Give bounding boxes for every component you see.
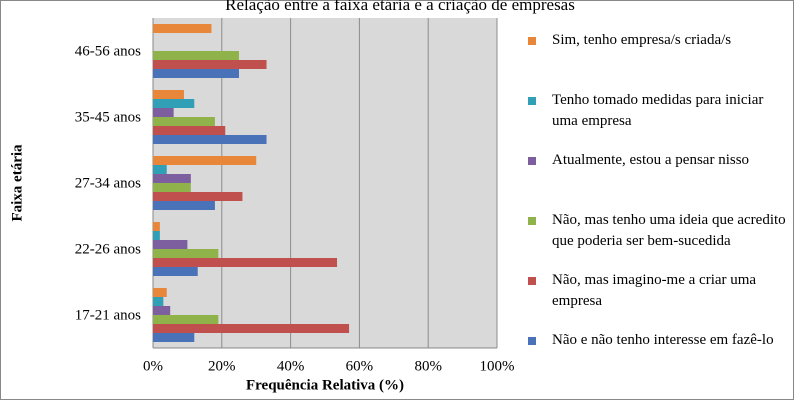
bar [153, 69, 239, 78]
bar [153, 90, 184, 99]
legend-label: Não, mas tenho uma ideia que acredito qu… [552, 212, 786, 249]
bar [153, 165, 167, 174]
bar [153, 24, 212, 33]
x-tick-label: 0% [143, 358, 163, 374]
bar [153, 183, 191, 192]
bar [153, 135, 267, 144]
legend-item: Sim, tenho empresa/s criada/s [524, 30, 786, 90]
legend-item: Tenho tomado medidas para iniciar uma em… [524, 90, 786, 150]
legend-label: Tenho tomado medidas para iniciar uma em… [552, 92, 764, 129]
bar [153, 126, 226, 135]
y-axis-label: Faixa etária [9, 144, 25, 222]
legend-item: Não, mas tenho uma ideia que acredito qu… [524, 210, 786, 270]
legend-label: Atualmente, estou a pensar nisso [552, 152, 750, 168]
legend-label: Não, mas imagino-me a criar uma empresa [552, 272, 757, 309]
y-tick-label: 46-56 anos [75, 43, 141, 59]
bar [153, 222, 160, 231]
x-axis-label: Frequência Relativa (%) [246, 377, 404, 393]
bar [153, 117, 215, 126]
y-tick-label: 17-21 anos [75, 307, 141, 323]
legend: Sim, tenho empresa/s criada/s Tenho tomad… [524, 30, 786, 390]
legend-swatch [528, 157, 536, 165]
legend-swatch [528, 217, 536, 225]
legend-swatch [528, 97, 536, 105]
chart-title: Relação entre a faixa etária e a criação… [225, 0, 575, 14]
y-tick-label: 35-45 anos [75, 109, 141, 125]
legend-swatch [528, 37, 536, 45]
bar [153, 99, 195, 108]
bar [153, 306, 171, 315]
x-tick-label: 60% [346, 358, 374, 374]
x-tick-label: 100% [480, 358, 515, 374]
legend-item: Não e não tenho interesse em fazê-lo [524, 330, 786, 390]
bar [153, 192, 243, 201]
y-tick-label: 27-34 anos [75, 175, 141, 191]
bar [153, 333, 195, 342]
bar [153, 156, 257, 165]
bar [153, 240, 188, 249]
bar [153, 297, 164, 306]
x-tick-label: 40% [277, 358, 305, 374]
bar [153, 324, 350, 333]
bar [153, 231, 160, 240]
bar [153, 258, 338, 267]
legend-swatch [528, 277, 536, 285]
bar [153, 267, 198, 276]
x-tick-label: 20% [208, 358, 236, 374]
bar [153, 288, 167, 297]
y-tick-label: 22-26 anos [75, 241, 141, 257]
legend-label: Sim, tenho empresa/s criada/s [552, 32, 732, 48]
bar [153, 315, 219, 324]
legend-label: Não e não tenho interesse em fazê-lo [552, 332, 774, 348]
bar [153, 51, 239, 60]
bar [153, 201, 215, 210]
bar [153, 174, 191, 183]
legend-swatch [528, 337, 536, 345]
legend-item: Atualmente, estou a pensar nisso [524, 150, 786, 210]
bar [153, 249, 219, 258]
x-tick-label: 80% [414, 358, 442, 374]
legend-item: Não, mas imagino-me a criar uma empresa [524, 270, 786, 330]
bar [153, 108, 174, 117]
bar [153, 60, 267, 69]
